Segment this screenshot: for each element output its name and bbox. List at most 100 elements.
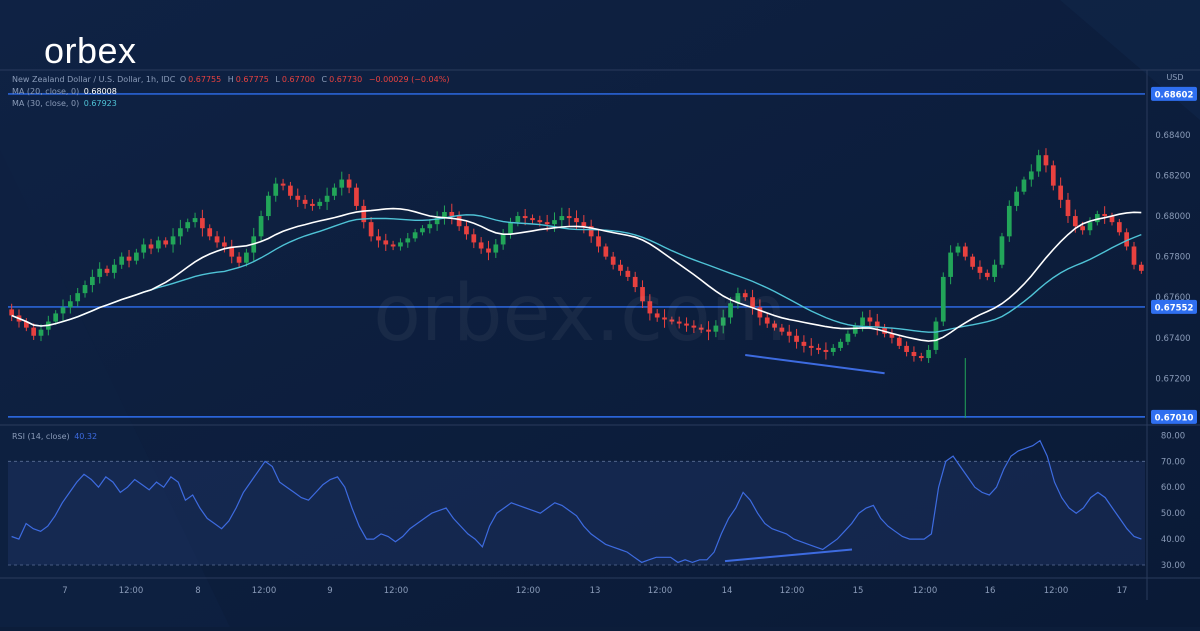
candle-body <box>581 222 587 227</box>
price-pane <box>8 93 1145 418</box>
ohlc-open-key: O <box>179 75 187 84</box>
candle-body <box>962 246 968 257</box>
candle-body <box>420 228 425 233</box>
candle-body <box>706 329 711 332</box>
ohlc-close: C 0.67730 <box>322 75 365 84</box>
candle-body <box>75 293 81 302</box>
price-tick-label: 0.67200 <box>1155 374 1190 384</box>
ohlc-open-value: 0.67755 <box>188 75 222 84</box>
candle-body <box>1124 232 1130 247</box>
candle-body <box>970 256 975 267</box>
candle-body <box>552 220 557 225</box>
candle-body <box>119 256 125 265</box>
candle-body <box>9 309 15 316</box>
candle-body <box>566 216 572 219</box>
candle-body <box>266 195 271 217</box>
candle-body <box>31 327 37 336</box>
candle-body <box>236 256 242 263</box>
x-tick-label: 12:00 <box>252 586 277 596</box>
candle-body <box>508 222 513 235</box>
ohlc-high-value: 0.67775 <box>235 75 269 84</box>
candle-body <box>713 325 719 332</box>
candle-body <box>874 321 880 328</box>
candle-body <box>1043 155 1049 166</box>
candle-body <box>104 268 110 273</box>
currency-label: USD <box>1166 73 1183 82</box>
candle-body <box>1094 214 1100 223</box>
candle-body <box>1138 264 1144 271</box>
candle-body <box>691 325 697 328</box>
rsi-label: RSI (14, close) <box>12 432 70 441</box>
x-tick-label: 12:00 <box>780 586 805 596</box>
candle-body <box>698 327 704 330</box>
candle-body <box>258 216 264 237</box>
ohlc-open: O 0.67755 <box>180 75 223 84</box>
candle-body <box>794 335 799 342</box>
candle-body <box>354 187 359 206</box>
ohlc-low: L 0.67700 <box>275 75 317 84</box>
price-level-label: 0.67010 <box>1155 413 1194 423</box>
price-tick-label: 0.67600 <box>1155 293 1190 303</box>
x-tick-label: 12:00 <box>1044 586 1069 596</box>
candle-body <box>324 195 330 202</box>
price-level-label: 0.67552 <box>1155 303 1194 313</box>
candle-body <box>625 270 631 277</box>
candle-body <box>280 183 286 186</box>
ohlc-high-key: H <box>227 75 234 84</box>
candle-body <box>654 313 660 318</box>
candle-body <box>500 234 506 245</box>
candle-body <box>955 246 961 253</box>
rsi-divergence-trendline <box>724 548 853 563</box>
candle-body <box>361 205 367 223</box>
candle-body <box>295 195 301 200</box>
candle-body <box>148 244 154 249</box>
rsi-pane <box>8 439 1145 566</box>
candle-body <box>977 266 983 273</box>
candle-body <box>808 345 814 348</box>
rsi-line <box>11 439 1142 564</box>
candle-body <box>1087 222 1093 231</box>
candle-body <box>23 321 29 328</box>
candle-body <box>317 201 323 206</box>
candle-body <box>603 246 609 257</box>
candle-body <box>669 319 675 322</box>
rsi-tick-label: 50.00 <box>1161 509 1185 519</box>
ma20-label: MA (20, close, 0) <box>12 87 80 96</box>
candle-body <box>214 236 220 243</box>
candle-body <box>911 351 917 357</box>
price-level-tag <box>1151 299 1197 314</box>
rsi-tick-label: 30.00 <box>1161 561 1185 571</box>
watermark-text: orbex.com <box>373 269 786 359</box>
candle-body <box>1102 214 1108 217</box>
x-tick-label: 17 <box>1117 586 1128 596</box>
candle-body <box>530 218 535 221</box>
candle-body <box>390 244 396 247</box>
ma30-label: MA (30, close, 0) <box>12 99 80 108</box>
candle-body <box>1058 185 1063 200</box>
candle-body <box>610 256 616 265</box>
candle-body <box>398 242 403 247</box>
x-tick-label: 12:00 <box>516 586 541 596</box>
ohlc-high: H 0.67775 <box>228 75 271 84</box>
candle-body <box>559 216 565 221</box>
candle-body <box>1021 179 1027 192</box>
candle-body <box>200 218 205 229</box>
candle-body <box>412 232 418 239</box>
candle-body <box>471 234 477 243</box>
candle-body <box>1050 165 1056 186</box>
candle-body <box>434 218 440 225</box>
ma30-legend: MA (30, close, 0) 0.67923 <box>12 99 119 108</box>
candle-body <box>742 293 748 298</box>
candle-body <box>90 276 95 286</box>
candle-body <box>889 333 895 338</box>
candle-body <box>1006 205 1012 237</box>
candle-body <box>984 272 990 277</box>
price-level-label: 0.68602 <box>1155 90 1194 100</box>
candle-body <box>112 264 117 273</box>
candle-body <box>640 287 645 302</box>
candle-body <box>926 349 931 359</box>
candle-body <box>845 333 851 342</box>
x-tick-label: 8 <box>195 586 200 596</box>
x-tick-label: 12:00 <box>119 586 144 596</box>
